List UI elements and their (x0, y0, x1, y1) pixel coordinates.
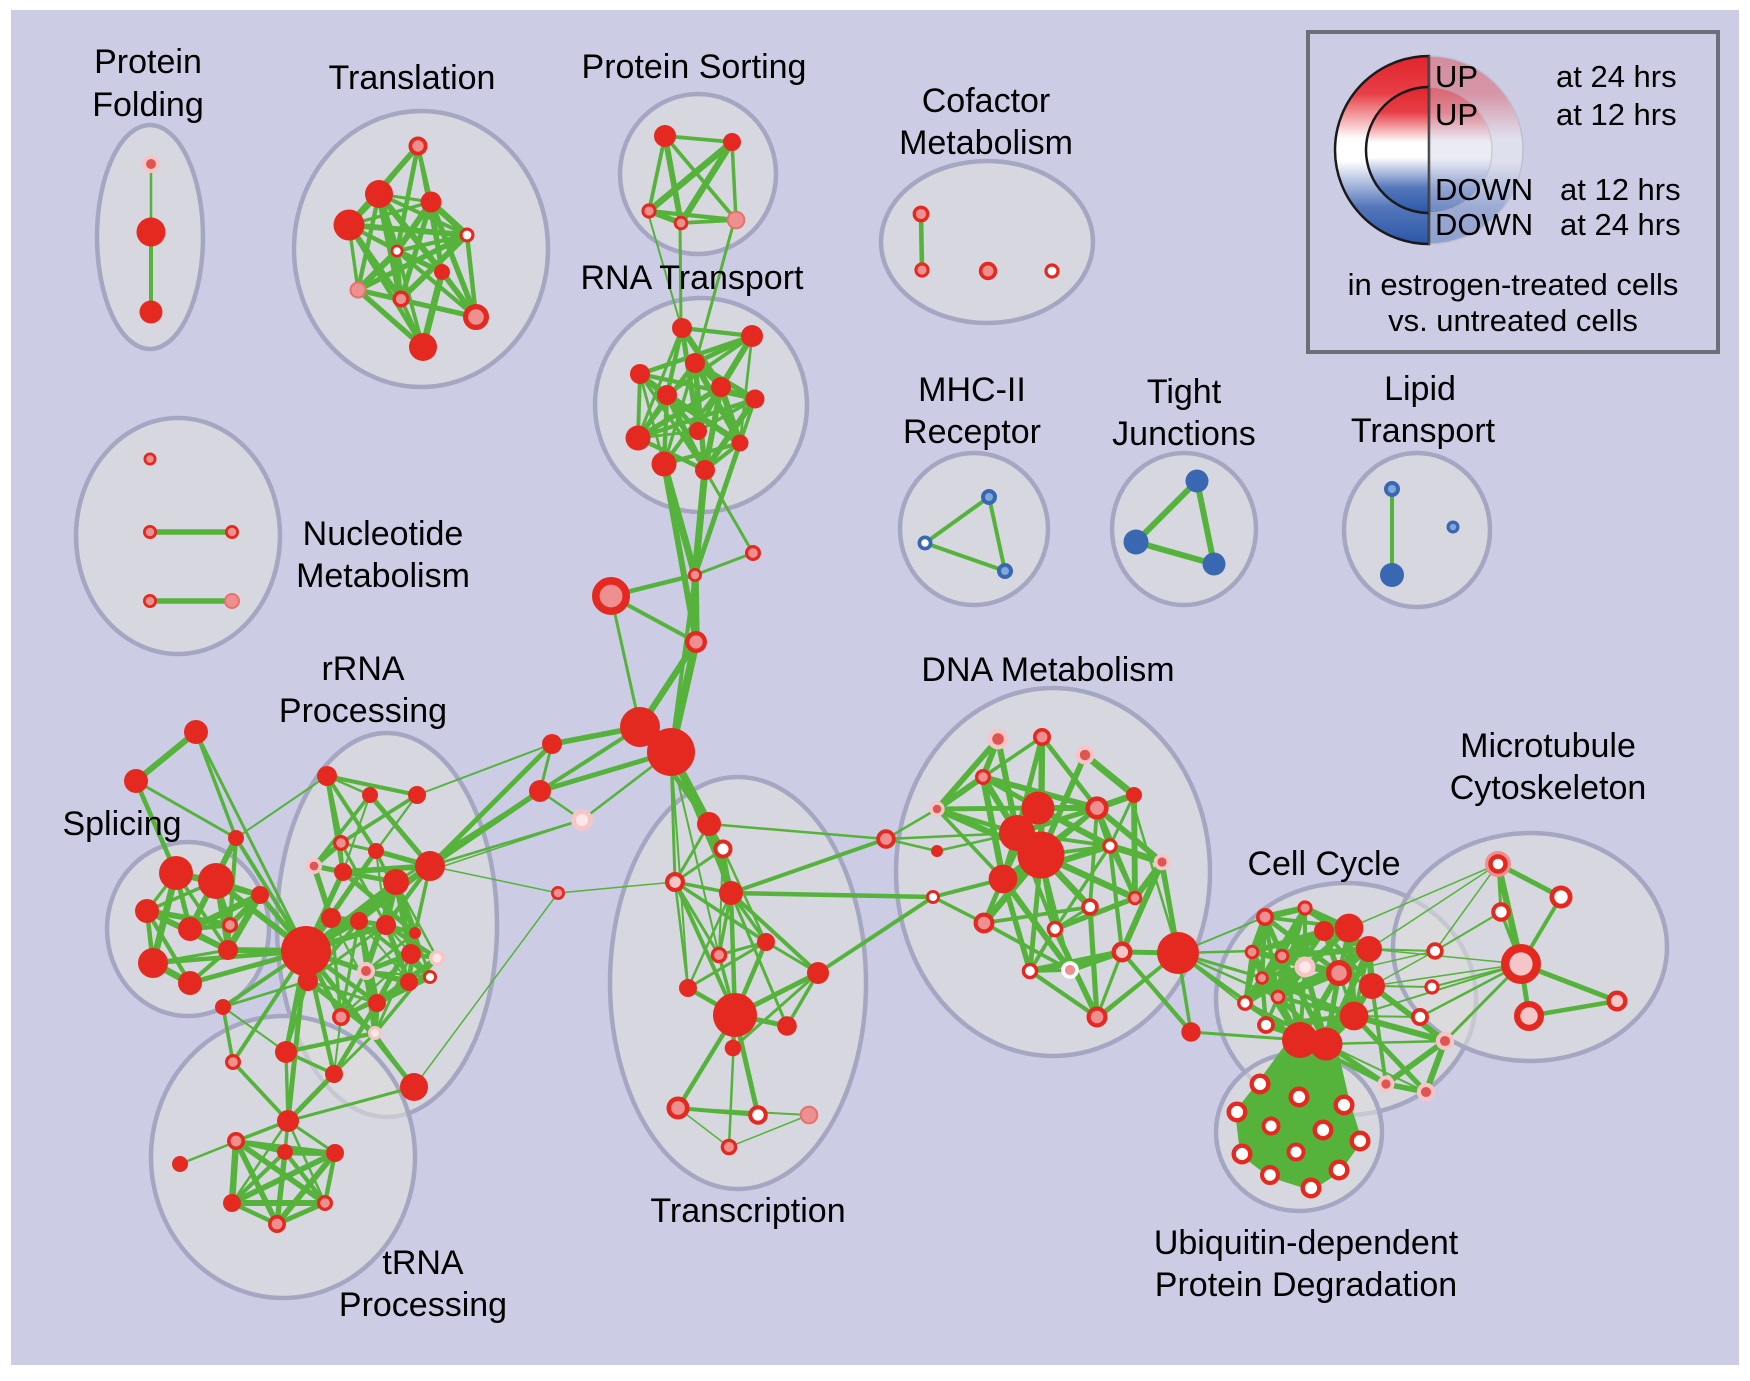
svg-text:Ubiquitin-dependent: Ubiquitin-dependent (1154, 1224, 1459, 1262)
svg-text:Transport: Transport (1351, 412, 1496, 450)
svg-text:Protein: Protein (94, 43, 202, 81)
svg-text:RNA Transport: RNA Transport (581, 259, 805, 297)
svg-text:at 12 hrs: at 12 hrs (1560, 172, 1681, 207)
svg-text:Transcription: Transcription (650, 1192, 845, 1230)
svg-text:Cofactor: Cofactor (922, 82, 1051, 120)
svg-text:Folding: Folding (92, 86, 204, 124)
svg-text:Cytoskeleton: Cytoskeleton (1450, 769, 1647, 807)
svg-text:Processing: Processing (339, 1286, 507, 1324)
svg-text:UP: UP (1435, 59, 1478, 94)
svg-text:Junctions: Junctions (1112, 415, 1256, 453)
svg-text:at 24 hrs: at 24 hrs (1560, 207, 1681, 242)
svg-text:in estrogen-treated cells: in estrogen-treated cells (1348, 267, 1679, 302)
svg-text:Tight: Tight (1147, 373, 1222, 411)
svg-text:Protein Degradation: Protein Degradation (1155, 1266, 1457, 1304)
svg-text:Metabolism: Metabolism (296, 557, 470, 595)
svg-text:Splicing: Splicing (62, 805, 181, 843)
svg-text:Lipid: Lipid (1384, 370, 1456, 408)
svg-text:rRNA: rRNA (321, 650, 404, 688)
svg-text:at 24 hrs: at 24 hrs (1556, 59, 1677, 94)
svg-text:Processing: Processing (279, 692, 447, 730)
svg-text:DOWN: DOWN (1435, 207, 1533, 242)
svg-text:Metabolism: Metabolism (899, 124, 1073, 162)
svg-text:MHC-II: MHC-II (918, 371, 1026, 409)
svg-text:DNA Metabolism: DNA Metabolism (921, 651, 1174, 689)
svg-text:Receptor: Receptor (903, 413, 1041, 451)
svg-text:Translation: Translation (329, 59, 496, 97)
svg-text:Microtubule: Microtubule (1460, 727, 1636, 765)
svg-text:Nucleotide: Nucleotide (303, 515, 464, 553)
svg-text:UP: UP (1435, 97, 1478, 132)
svg-text:Cell Cycle: Cell Cycle (1247, 845, 1400, 883)
svg-text:vs. untreated cells: vs. untreated cells (1388, 303, 1638, 338)
svg-text:DOWN: DOWN (1435, 172, 1533, 207)
svg-text:at 12 hrs: at 12 hrs (1556, 97, 1677, 132)
svg-text:Protein Sorting: Protein Sorting (582, 48, 807, 86)
svg-text:tRNA: tRNA (382, 1244, 464, 1282)
